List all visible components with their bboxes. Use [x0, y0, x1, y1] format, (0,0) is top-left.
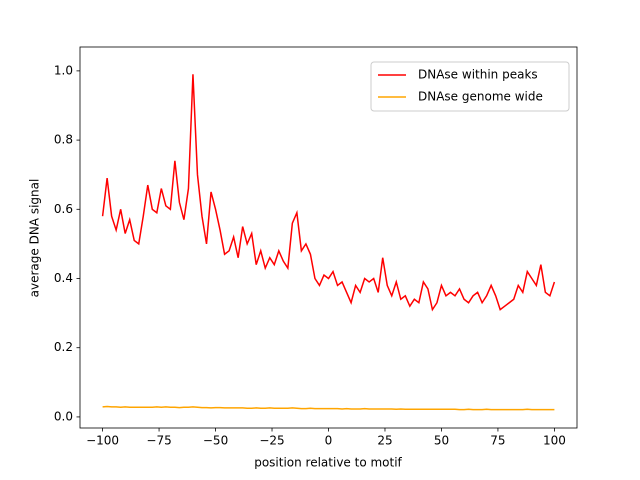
x-tick-label: 100: [543, 434, 566, 448]
plot-frame: [79, 46, 578, 429]
y-axis-label: average DNA signal: [28, 179, 42, 298]
y-tick-label: 0.8: [54, 133, 73, 147]
y-tick-label: 1.0: [54, 63, 73, 77]
x-tick-label: −75: [146, 434, 171, 448]
x-tick-label: −25: [259, 434, 284, 448]
y-tick-label: 0.2: [54, 340, 73, 354]
legend-box: [370, 61, 570, 112]
x-tick-label: 75: [490, 434, 505, 448]
x-tick-label: −50: [203, 434, 228, 448]
x-tick-label: 0: [325, 434, 333, 448]
y-tick-label: 0.6: [54, 202, 73, 216]
x-tick-label: −100: [86, 434, 119, 448]
data-line: [102, 405, 555, 411]
y-tick-label: 0.4: [54, 271, 73, 285]
data-line: [101, 74, 556, 312]
legend-label: DNAse within peaks: [418, 68, 538, 82]
legend-label: DNAse genome wide: [418, 90, 543, 104]
x-tick-label: 50: [434, 434, 449, 448]
y-tick-label: 0.0: [54, 409, 73, 423]
x-axis-label: position relative to motif: [254, 456, 402, 470]
x-tick-label: 25: [377, 434, 392, 448]
